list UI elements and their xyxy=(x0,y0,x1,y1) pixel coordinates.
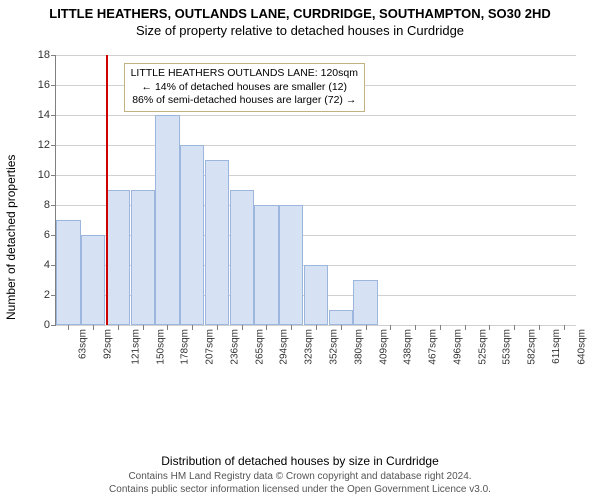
ytick-mark xyxy=(51,205,56,206)
xtick-mark xyxy=(118,325,119,330)
annotation-line: ← 14% of detached houses are smaller (12… xyxy=(131,81,358,95)
annotation-line: LITTLE HEATHERS OUTLANDS LANE: 120sqm xyxy=(131,67,358,81)
xtick-mark xyxy=(68,325,69,330)
grid-line xyxy=(56,175,576,176)
xtick-label: 178sqm xyxy=(180,329,191,365)
xtick-mark xyxy=(390,325,391,330)
ytick-label: 14 xyxy=(38,109,50,121)
ytick-mark xyxy=(51,115,56,116)
xtick-mark xyxy=(242,325,243,330)
xtick-mark xyxy=(415,325,416,330)
xtick-mark xyxy=(93,325,94,330)
annotation-line: 86% of semi-detached houses are larger (… xyxy=(131,94,358,108)
annotation-box: LITTLE HEATHERS OUTLANDS LANE: 120sqm← 1… xyxy=(124,63,365,112)
xtick-label: 265sqm xyxy=(254,329,265,365)
xtick-mark xyxy=(266,325,267,330)
grid-line xyxy=(56,115,576,116)
histogram-bar xyxy=(304,265,328,325)
histogram-bar xyxy=(353,280,377,325)
xtick-mark xyxy=(440,325,441,330)
histogram-bar xyxy=(155,115,179,325)
xtick-mark xyxy=(316,325,317,330)
ytick-label: 10 xyxy=(38,169,50,181)
histogram-bar xyxy=(106,190,130,325)
histogram-bar xyxy=(329,310,353,325)
ytick-mark xyxy=(51,145,56,146)
xtick-mark xyxy=(143,325,144,330)
xtick-label: 525sqm xyxy=(477,329,488,365)
xtick-mark xyxy=(341,325,342,330)
histogram-bar xyxy=(131,190,155,325)
ytick-mark xyxy=(51,55,56,56)
histogram-bar xyxy=(279,205,303,325)
ytick-label: 8 xyxy=(44,199,50,211)
histogram-bar xyxy=(205,160,229,325)
ytick-label: 4 xyxy=(44,259,50,271)
histogram-bar xyxy=(230,190,254,325)
ytick-label: 18 xyxy=(38,49,50,61)
xtick-label: 207sqm xyxy=(204,329,215,365)
footer-line-1: Contains HM Land Registry data © Crown c… xyxy=(0,471,600,484)
xtick-label: 63sqm xyxy=(78,329,89,359)
ytick-label: 12 xyxy=(38,139,50,151)
xtick-mark xyxy=(291,325,292,330)
chart-container: LITTLE HEATHERS, OUTLANDS LANE, CURDRIDG… xyxy=(0,0,600,500)
xtick-label: 323sqm xyxy=(304,329,315,365)
xtick-label: 409sqm xyxy=(378,329,389,365)
footer-attribution: Contains HM Land Registry data © Crown c… xyxy=(0,471,600,496)
histogram-bar xyxy=(56,220,80,325)
ytick-label: 0 xyxy=(44,319,50,331)
xtick-mark xyxy=(489,325,490,330)
page-title: LITTLE HEATHERS, OUTLANDS LANE, CURDRIDG… xyxy=(0,0,600,21)
xtick-mark xyxy=(366,325,367,330)
xtick-label: 582sqm xyxy=(526,329,537,365)
xtick-label: 496sqm xyxy=(452,329,463,365)
histogram-bar xyxy=(180,145,204,325)
histogram-bar xyxy=(81,235,105,325)
page-subtitle: Size of property relative to detached ho… xyxy=(0,21,600,38)
xtick-mark xyxy=(465,325,466,330)
x-axis-label: Distribution of detached houses by size … xyxy=(0,454,600,468)
xtick-label: 121sqm xyxy=(130,329,141,365)
xtick-mark xyxy=(539,325,540,330)
xtick-label: 640sqm xyxy=(576,329,587,365)
marker-line xyxy=(106,55,108,325)
plot-frame: 02468101214161863sqm92sqm121sqm150sqm178… xyxy=(55,55,576,326)
xtick-mark xyxy=(217,325,218,330)
xtick-mark xyxy=(564,325,565,330)
chart-area: 02468101214161863sqm92sqm121sqm150sqm178… xyxy=(55,50,575,380)
y-axis-label: Number of detached properties xyxy=(4,155,18,320)
xtick-label: 236sqm xyxy=(229,329,240,365)
ytick-label: 16 xyxy=(38,79,50,91)
xtick-label: 92sqm xyxy=(103,329,114,359)
xtick-label: 294sqm xyxy=(279,329,290,365)
xtick-mark xyxy=(192,325,193,330)
xtick-label: 380sqm xyxy=(353,329,364,365)
xtick-label: 553sqm xyxy=(502,329,513,365)
ytick-label: 2 xyxy=(44,289,50,301)
footer-line-2: Contains public sector information licen… xyxy=(0,484,600,497)
xtick-label: 438sqm xyxy=(403,329,414,365)
ytick-mark xyxy=(51,325,56,326)
plot-area: 02468101214161863sqm92sqm121sqm150sqm178… xyxy=(55,50,575,380)
ytick-mark xyxy=(51,175,56,176)
histogram-bar xyxy=(254,205,278,325)
xtick-label: 611sqm xyxy=(551,329,562,364)
grid-line xyxy=(56,55,576,56)
ytick-label: 6 xyxy=(44,229,50,241)
xtick-label: 352sqm xyxy=(328,329,339,365)
xtick-mark xyxy=(167,325,168,330)
xtick-mark xyxy=(514,325,515,330)
xtick-label: 467sqm xyxy=(427,329,438,365)
grid-line xyxy=(56,145,576,146)
xtick-label: 150sqm xyxy=(155,329,166,365)
ytick-mark xyxy=(51,85,56,86)
